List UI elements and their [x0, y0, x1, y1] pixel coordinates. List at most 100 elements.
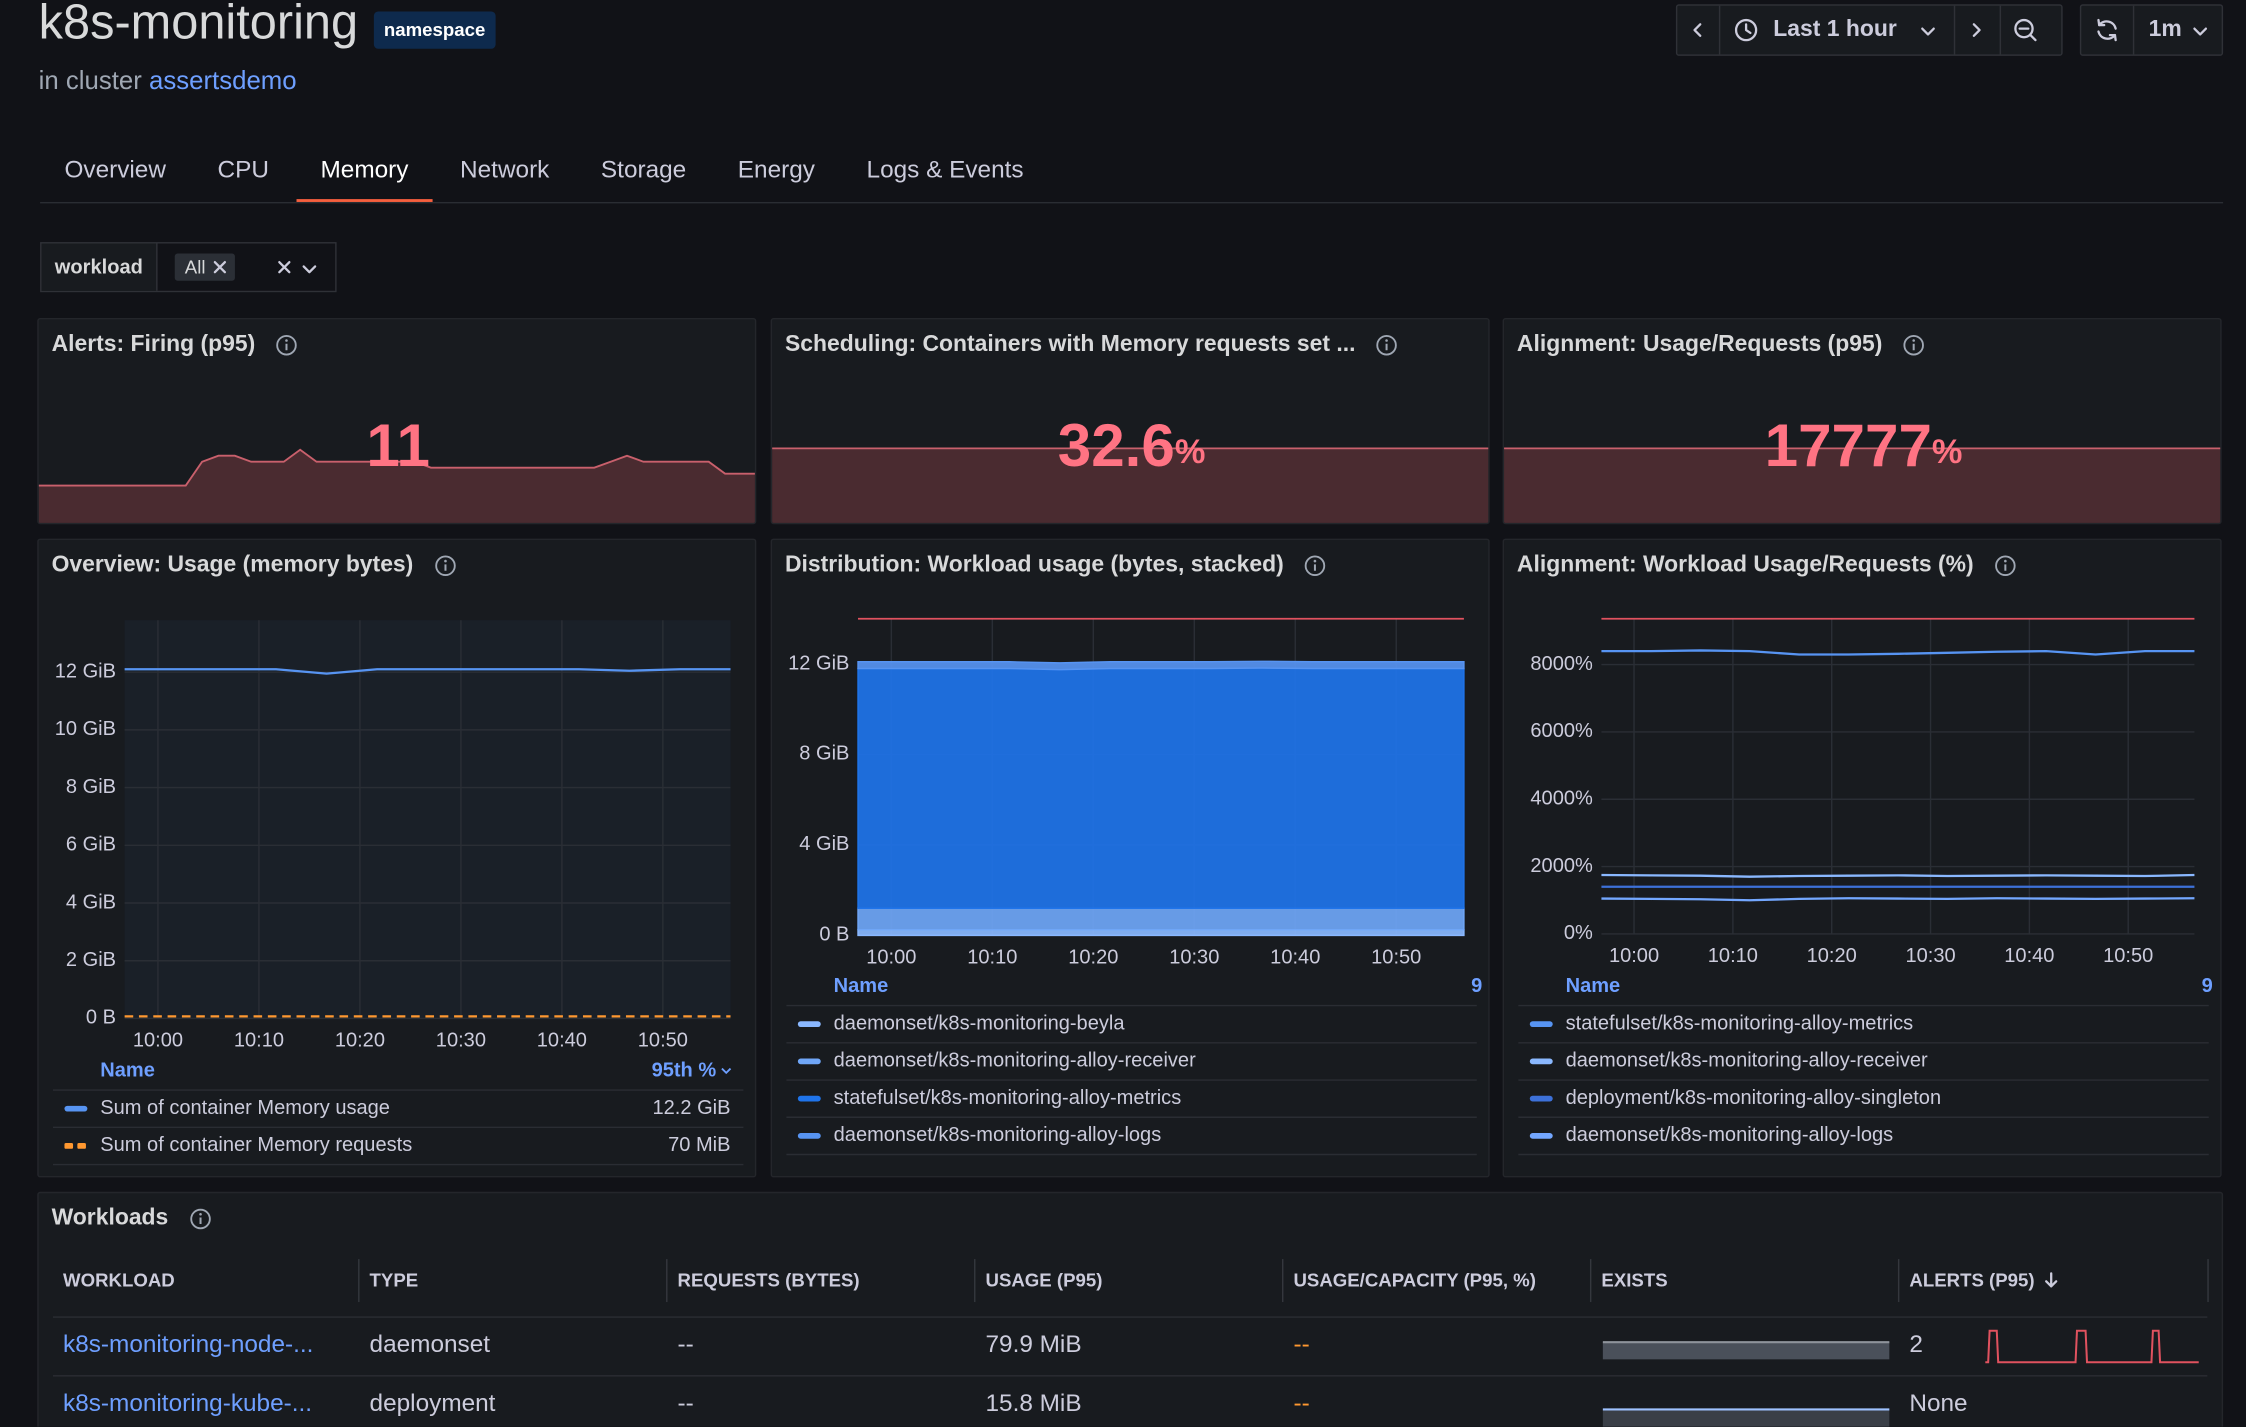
- filter: workloadAll: [40, 242, 337, 292]
- icon[interactable]: [275, 334, 298, 357]
- legend-marker: [1530, 1096, 1553, 1102]
- stat-value-group: 17777%: [1765, 412, 1963, 479]
- icon[interactable]: [188, 1208, 211, 1231]
- tab[interactable]: Storage: [577, 142, 711, 202]
- icon-part: [2004, 560, 2007, 563]
- stat-value-group: 32.6%: [1058, 412, 1206, 479]
- y-tick-label: 8000%: [1530, 653, 1593, 675]
- x-tick-label: 10:40: [1270, 947, 1320, 969]
- legend-value: 70 MiB: [668, 1134, 730, 1156]
- tabs: OverviewCPUMemoryNetworkStorageEnergyLog…: [40, 142, 1051, 202]
- legend-marker: [77, 1143, 86, 1149]
- x-tick-label: 10:00: [1609, 945, 1659, 967]
- x-tick-label: 10:00: [866, 947, 916, 969]
- tab[interactable]: Overview: [40, 142, 190, 202]
- legend-header: Name: [1566, 975, 1621, 997]
- icon[interactable]: [1304, 554, 1327, 577]
- cluster-link[interactable]: assertsdemo: [149, 66, 297, 96]
- table-cell: 2: [1909, 1331, 1923, 1360]
- table-cell[interactable]: k8s-monitoring-kube-...: [63, 1389, 312, 1418]
- icon[interactable]: [1902, 334, 1925, 357]
- icon[interactable]: [1994, 554, 2017, 577]
- column-header-text: WORKLOAD: [63, 1269, 175, 1290]
- tab[interactable]: Energy: [713, 142, 839, 202]
- column-header[interactable]: WORKLOAD: [63, 1269, 175, 1290]
- legend-label: statefulset/k8s-monitoring-alloy-metrics: [1566, 1012, 1914, 1034]
- legend-marker: [64, 1143, 73, 1149]
- panel-title: Scheduling: Containers with Memory reque…: [785, 332, 1356, 358]
- tab-underline: [40, 202, 2223, 203]
- icon[interactable]: [211, 258, 230, 277]
- tab[interactable]: Memory: [296, 142, 433, 202]
- icon-part: [1913, 339, 1916, 342]
- icon-part: [304, 266, 315, 272]
- page-title: k8s-monitoring: [39, 0, 358, 52]
- icon[interactable]: [2190, 20, 2210, 40]
- x-tick-label: 10:50: [638, 1030, 688, 1052]
- legend-marker: [1530, 1133, 1553, 1139]
- y-tick-label: 12 GiB: [788, 652, 849, 674]
- icon[interactable]: [2013, 17, 2039, 43]
- table-cell[interactable]: k8s-monitoring-node-...: [63, 1331, 313, 1360]
- y-tick-label: 2000%: [1530, 855, 1593, 877]
- column-header[interactable]: REQUESTS (BYTES): [678, 1269, 860, 1290]
- stat-value: 32.6: [1058, 412, 1175, 479]
- icon: [2043, 1271, 2060, 1290]
- time-range[interactable]: Last 1 hour: [1773, 17, 1897, 43]
- legend-label: statefulset/k8s-monitoring-alloy-metrics: [834, 1087, 1182, 1109]
- legend-marker: [1530, 1059, 1553, 1065]
- panel-header: Alignment: Workload Usage/Requests (%): [1517, 553, 2017, 579]
- y-tick-label: 6 GiB: [66, 834, 116, 856]
- column-header-text: TYPE: [370, 1269, 419, 1290]
- legend-marker: [798, 1021, 821, 1027]
- panel: 10:0010:1010:2010:3010:4010:500 B2 GiB4 …: [37, 539, 756, 1178]
- x-tick-label: 10:30: [1169, 947, 1219, 969]
- subtitle: in clusterassertsdemo: [39, 66, 297, 96]
- panel: 32.6% Scheduling: Containers with Memory …: [771, 318, 1490, 524]
- x-tick-label: 10:10: [967, 947, 1017, 969]
- icon[interactable]: [275, 258, 294, 277]
- icon[interactable]: [299, 258, 319, 278]
- column-header[interactable]: USAGE (P95): [985, 1269, 1102, 1290]
- tab[interactable]: Network: [436, 142, 574, 202]
- column-header[interactable]: ALERTS (P95): [1909, 1269, 2060, 1290]
- icon[interactable]: [1967, 19, 1987, 42]
- icon[interactable]: [1733, 17, 1759, 43]
- icon[interactable]: [1376, 334, 1399, 357]
- refresh-interval[interactable]: 1m: [2149, 17, 2182, 43]
- row-divider: [53, 1316, 2207, 1317]
- icon[interactable]: [2094, 17, 2120, 43]
- legend-label: daemonset/k8s-monitoring-alloy-receiver: [834, 1050, 1196, 1072]
- panel-title: Overview: Usage (memory bytes): [52, 553, 414, 579]
- icon-part: [1922, 29, 1933, 35]
- column-header[interactable]: TYPE: [370, 1269, 419, 1290]
- legend-label: Sum of container Memory usage: [100, 1097, 390, 1119]
- tab[interactable]: CPU: [193, 142, 293, 202]
- y-tick-label: 0 B: [86, 1007, 116, 1029]
- icon-part: [1695, 24, 1701, 35]
- y-tick-label: 4 GiB: [66, 891, 116, 913]
- column-divider: [358, 1259, 359, 1302]
- x-tick-label: 10:20: [1068, 947, 1118, 969]
- y-tick-label: 0%: [1564, 922, 1593, 944]
- legend-marker: [64, 1106, 87, 1112]
- icon[interactable]: [1918, 20, 1938, 40]
- filter-value: All: [185, 256, 206, 277]
- tab[interactable]: Logs & Events: [842, 142, 1048, 202]
- stat-unit: %: [1175, 433, 1206, 471]
- table-cell: 79.9 MiB: [985, 1331, 1081, 1360]
- icon[interactable]: [1687, 19, 1707, 42]
- exists-bar: [1603, 1342, 1889, 1359]
- icon-part: [1314, 560, 1317, 563]
- series-line: [1601, 875, 2194, 877]
- icon[interactable]: [433, 554, 456, 577]
- column-header[interactable]: EXISTS: [1601, 1269, 1667, 1290]
- table-cell: deployment: [370, 1389, 496, 1418]
- filter-chip[interactable]: All: [175, 254, 236, 281]
- table-cell: --: [678, 1389, 694, 1418]
- table-cell: daemonset: [370, 1331, 491, 1360]
- column-header[interactable]: USAGE/CAPACITY (P95, %): [1293, 1269, 1535, 1290]
- table-cell: --: [678, 1331, 694, 1360]
- legend-marker: [798, 1059, 821, 1065]
